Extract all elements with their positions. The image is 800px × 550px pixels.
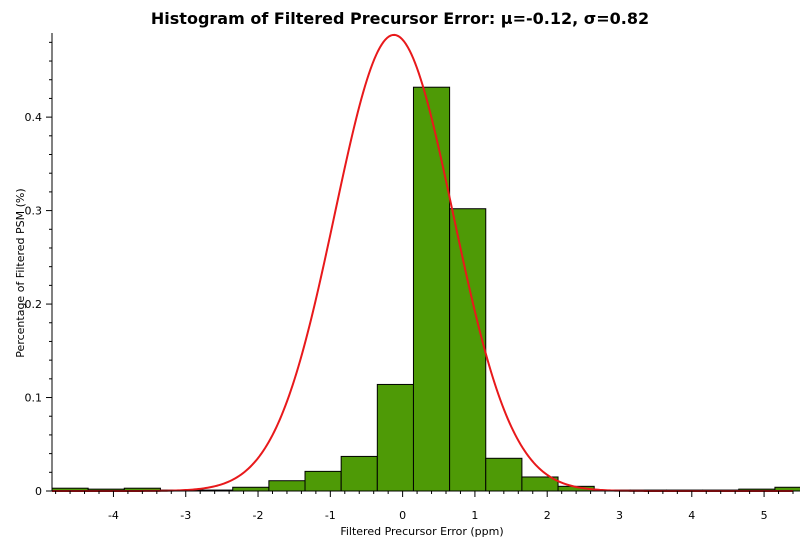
y-tick-label-4: 0.4 <box>25 111 43 124</box>
x-tick-label-4: 0 <box>399 509 406 522</box>
x-tick-label-3: -1 <box>325 509 336 522</box>
bars-layer <box>51 86 800 492</box>
x-tick-label-5: 1 <box>471 509 478 522</box>
x-tick-label-9: 5 <box>761 509 768 522</box>
y-tick-label-3: 0.3 <box>25 205 43 218</box>
y-tick-label-0: 0 <box>35 485 42 498</box>
x-tick-label-7: 3 <box>616 509 623 522</box>
x-tick-label-1: -3 <box>180 509 191 522</box>
histogram-bar-11 <box>449 208 487 492</box>
x-tick-label-8: 4 <box>688 509 695 522</box>
chart-title: Histogram of Filtered Precursor Error: μ… <box>150 9 650 28</box>
y-axis-title: Percentage of Filtered PSM (%) <box>14 188 27 357</box>
histogram-bar-5 <box>232 486 270 492</box>
histogram-bar-9 <box>376 383 414 492</box>
x-tick-label-0: -4 <box>108 509 119 522</box>
histogram-bar-10 <box>412 86 451 492</box>
histogram-bar-8 <box>340 455 378 492</box>
x-axis-title: Filtered Precursor Error (ppm) <box>340 525 503 538</box>
x-tick-label-6: 2 <box>544 509 551 522</box>
histogram-bar-6 <box>268 480 306 492</box>
y-tick-label-1: 0.1 <box>25 392 43 405</box>
y-tick-label-2: 0.2 <box>25 298 43 311</box>
histogram-bar-12 <box>485 457 523 492</box>
axes-layer: -4 -3 -2 -1 0 1 2 3 4 5 0 0.1 0.2 0.3 0.4 <box>25 33 794 522</box>
x-tick-label-2: -2 <box>253 509 264 522</box>
histogram-bar-7 <box>304 470 342 492</box>
